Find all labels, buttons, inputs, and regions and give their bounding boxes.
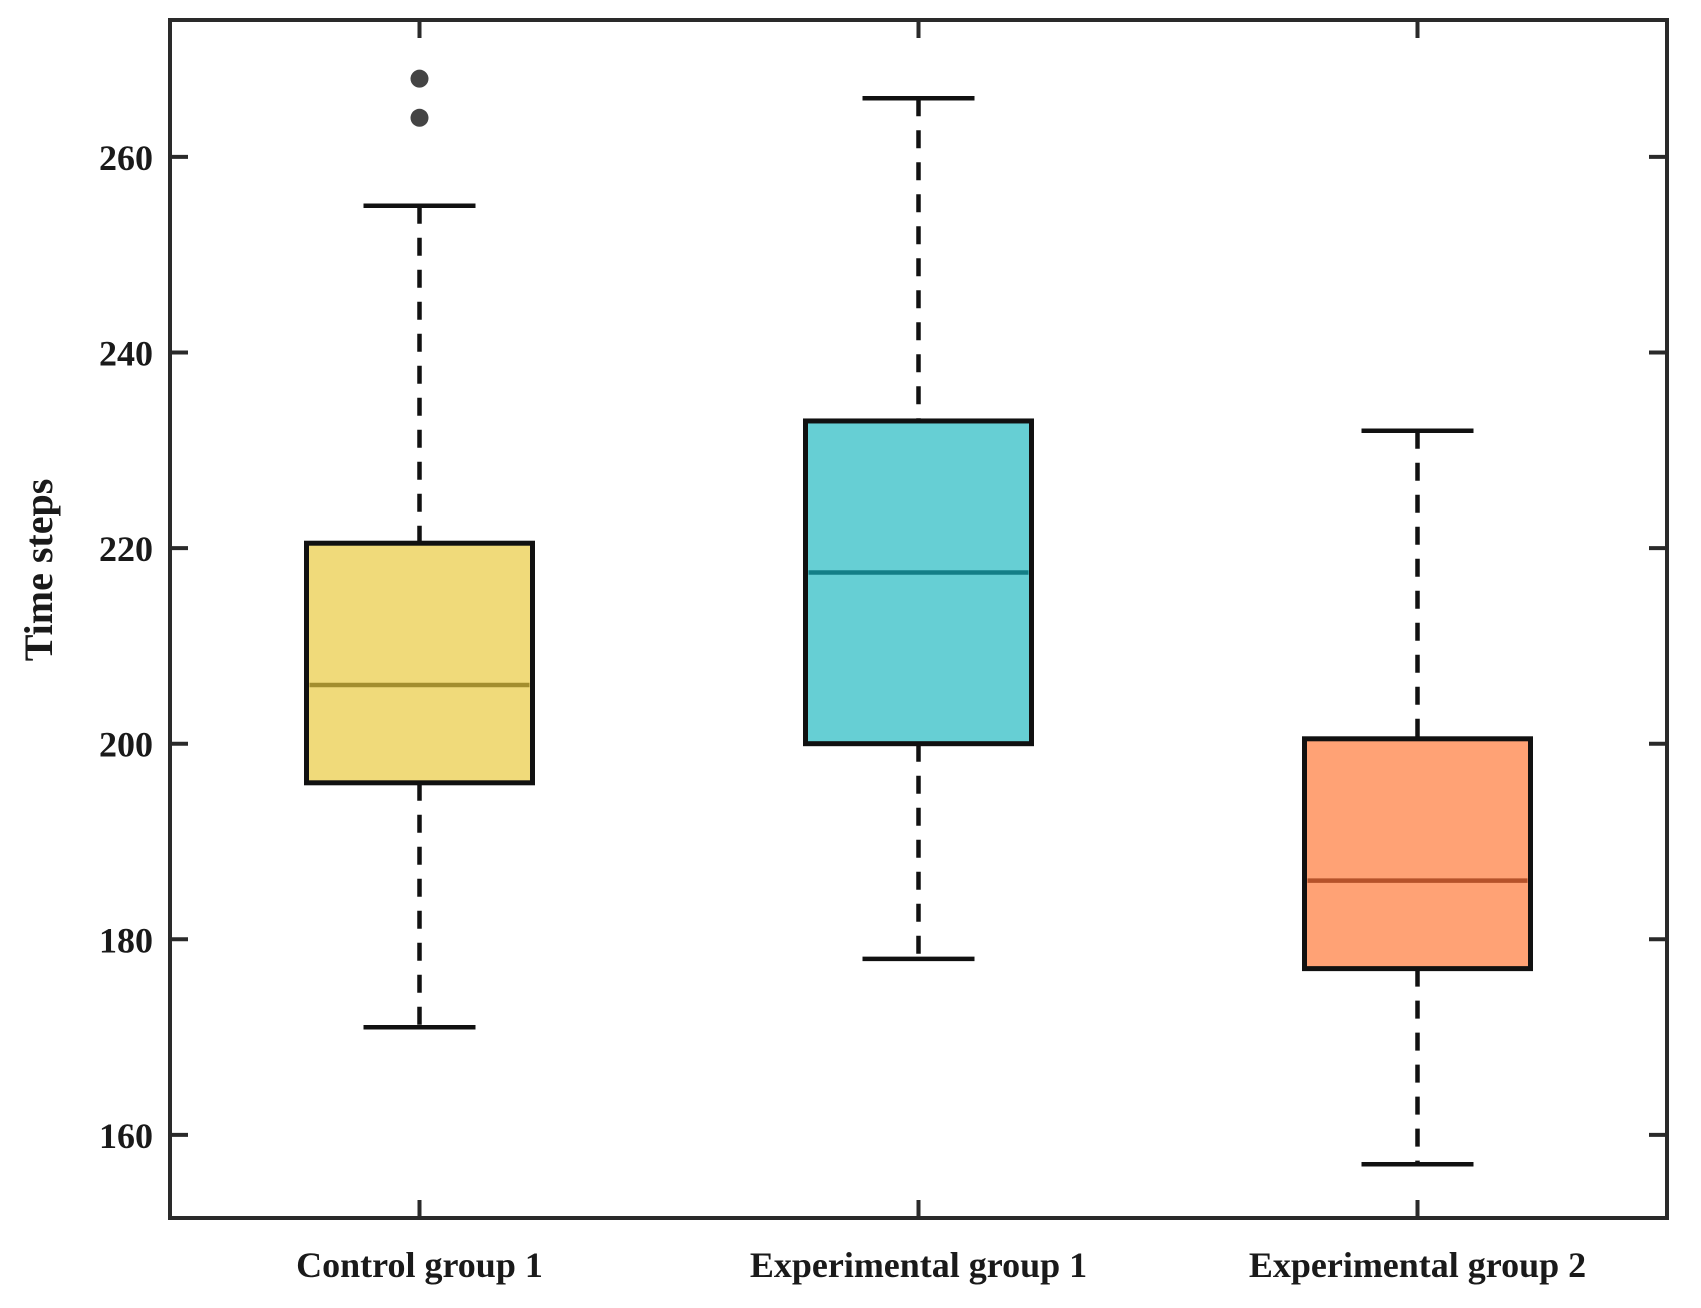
y-tick-label: 200 — [99, 725, 153, 765]
outlier-point — [410, 69, 429, 88]
box-group — [304, 69, 535, 1030]
y-tick-label: 220 — [99, 529, 153, 569]
outlier-point — [410, 108, 429, 127]
x-tick-label: Experimental group 2 — [1249, 1245, 1586, 1285]
x-tick-label: Experimental group 1 — [750, 1245, 1087, 1285]
y-tick-label: 260 — [99, 138, 153, 178]
x-tick-label: Control group 1 — [296, 1245, 543, 1285]
y-tick-label: 180 — [99, 920, 153, 960]
y-tick-label: 240 — [99, 334, 153, 374]
box-group — [803, 95, 1034, 962]
plot-layer — [304, 69, 1533, 1167]
box-iqr — [304, 540, 535, 786]
y-tick-label: 160 — [99, 1116, 153, 1156]
y-axis-title: Time steps — [16, 479, 61, 662]
box-group — [1302, 428, 1533, 1167]
box-iqr — [803, 418, 1034, 747]
box-iqr — [1302, 736, 1533, 972]
axis-ticks: Control group 1 Experimental group 1 Exper… — [99, 20, 1667, 1285]
